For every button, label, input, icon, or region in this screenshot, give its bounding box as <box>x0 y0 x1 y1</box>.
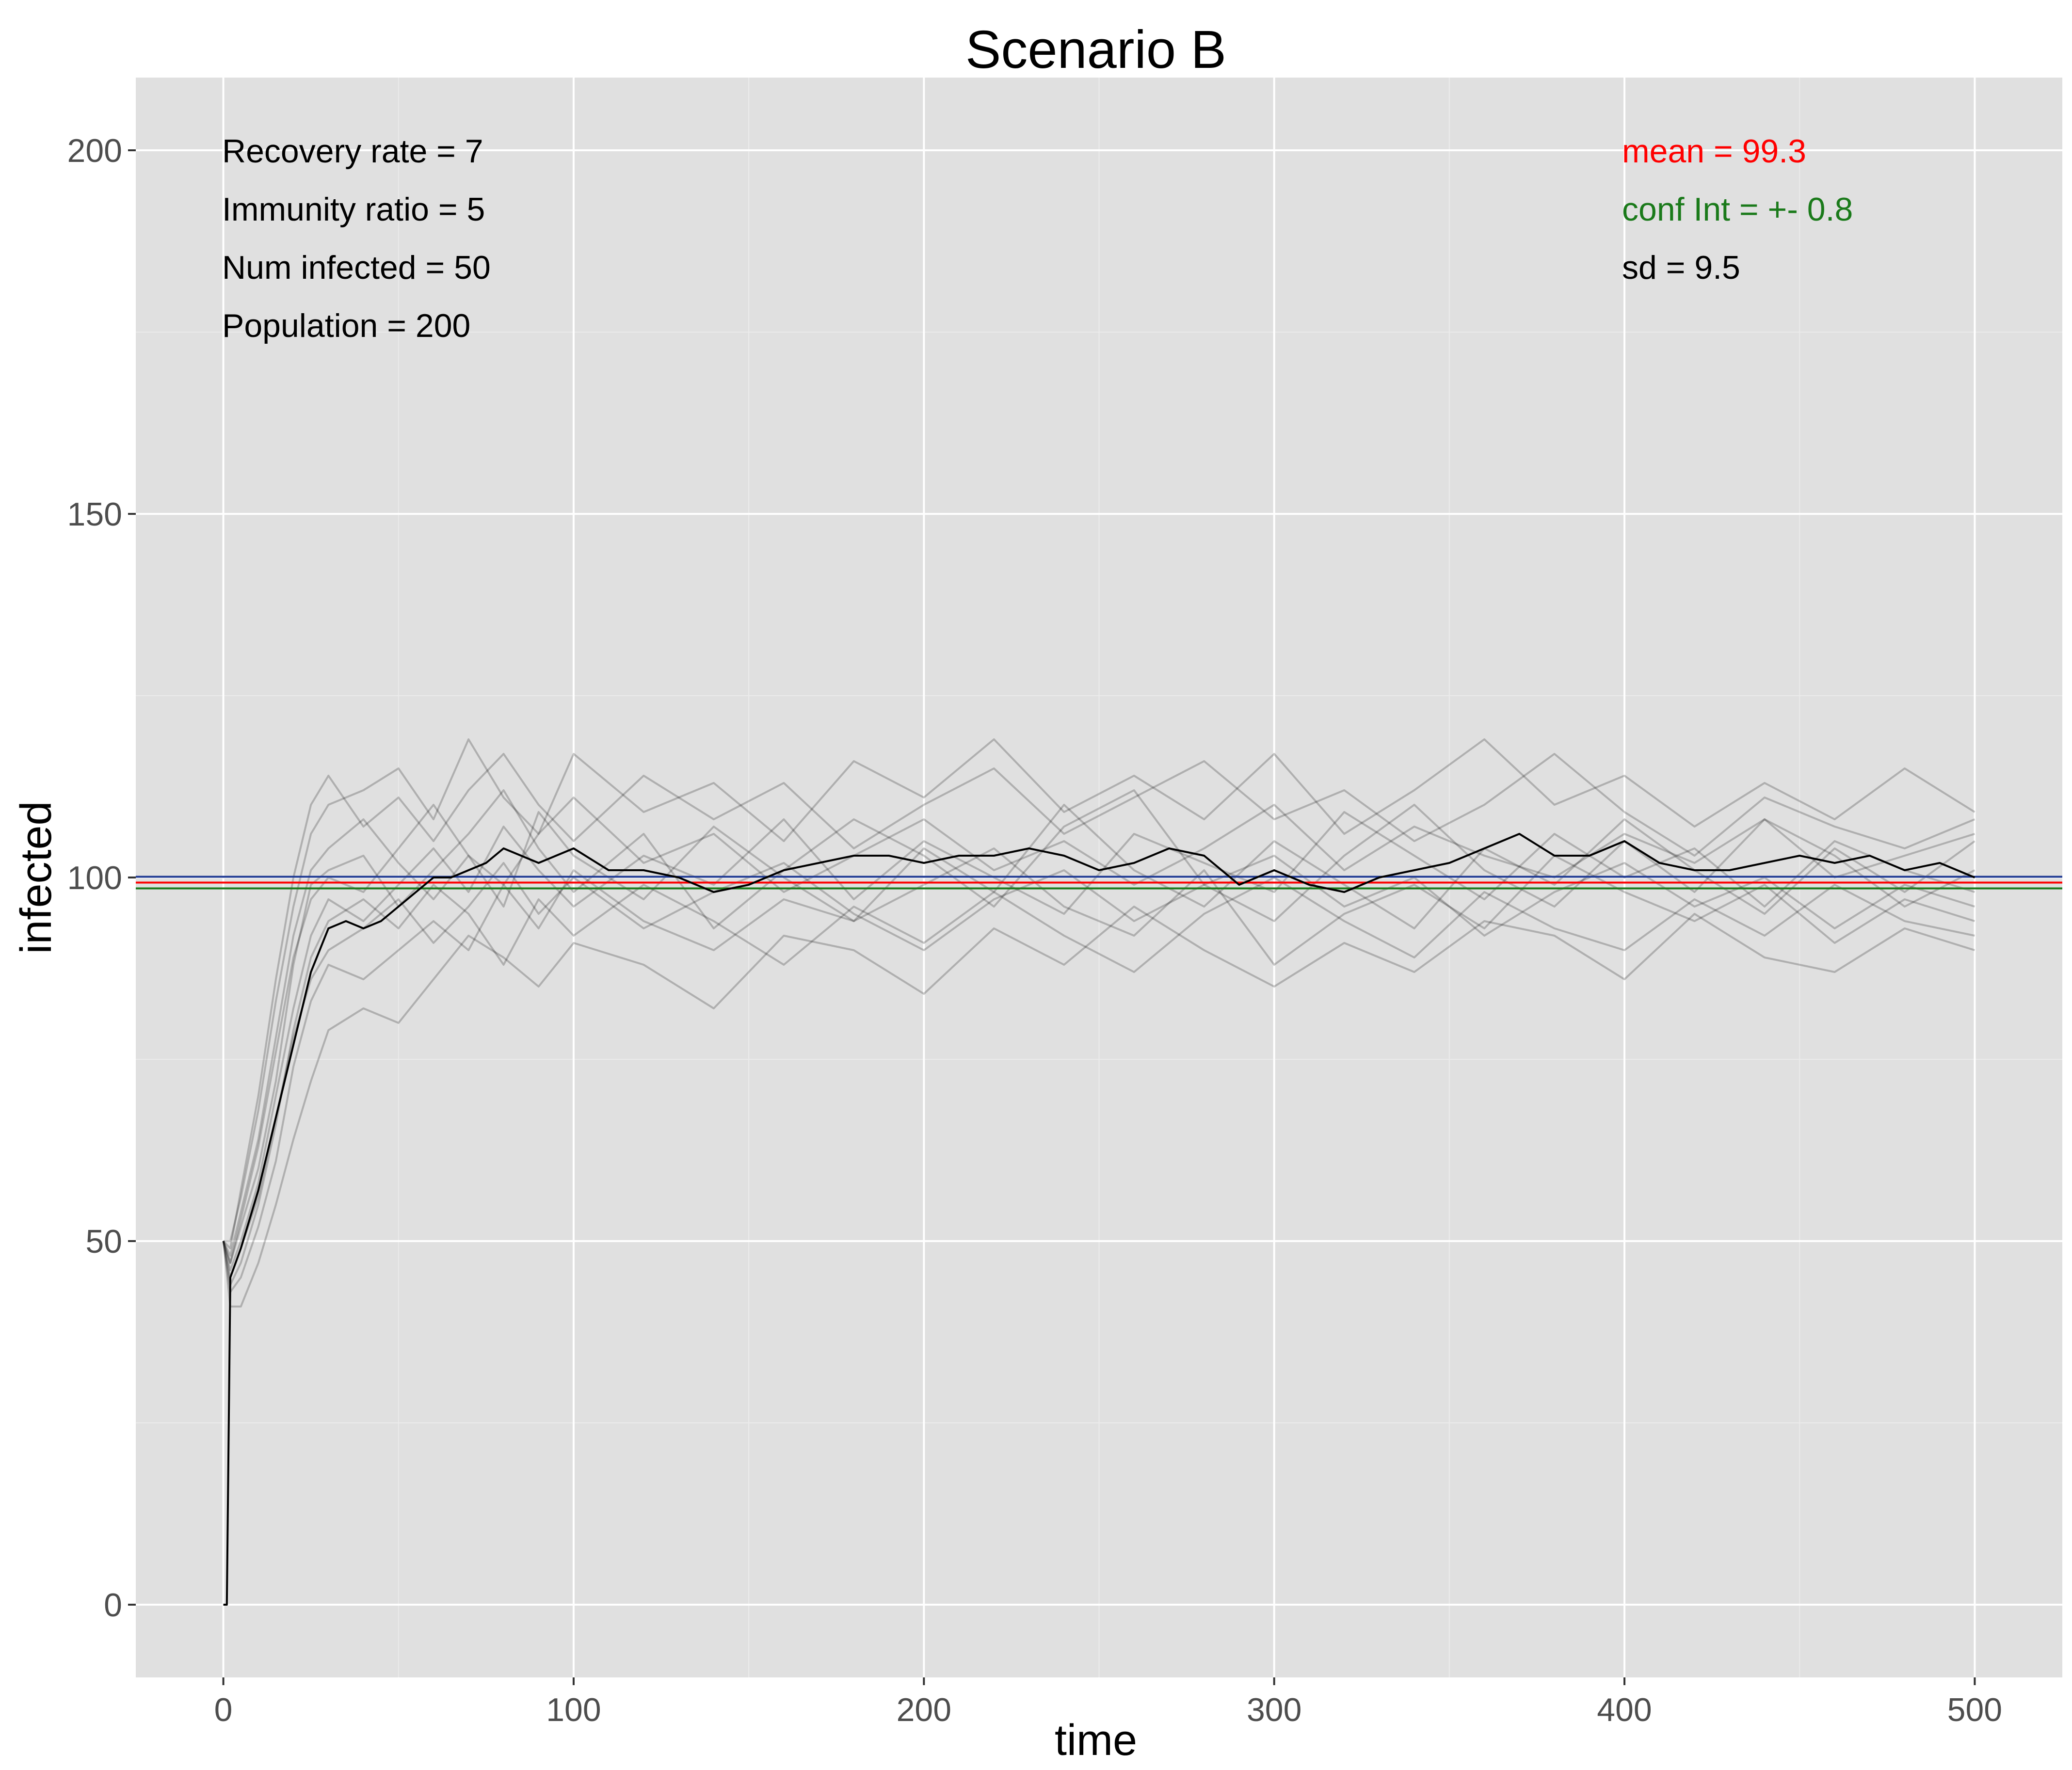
annotation-right-2: conf Int = +- 0.8 <box>1622 191 1853 228</box>
annotation-right-1: mean = 99.3 <box>1622 133 1806 170</box>
annotation-left-2: Immunity ratio = 5 <box>222 191 485 228</box>
chart-title: Scenario B <box>965 20 1226 80</box>
simulation-run-3 <box>223 738 1976 1242</box>
simulation-runs <box>222 738 1976 1308</box>
simulation-run-8 <box>223 753 1976 1249</box>
mean-series-layer <box>223 833 1976 1606</box>
annotation-left-1: Recovery rate = 7 <box>222 133 483 170</box>
x-tick-label: 400 <box>1597 1691 1652 1728</box>
x-axis-title: time <box>1055 1716 1137 1765</box>
annotations-right: mean = 99.3 conf Int = +- 0.8 sd = 9.5 <box>1622 133 1853 286</box>
annotation-right-3: sd = 9.5 <box>1622 249 1740 286</box>
simulation-run-10 <box>222 797 1975 1264</box>
simulation-run-7 <box>222 877 1975 1286</box>
annotation-left-4: Population = 200 <box>222 307 470 344</box>
x-tick-label: 200 <box>897 1691 951 1728</box>
x-tick-label: 0 <box>214 1691 233 1728</box>
simulation-run-5 <box>222 811 1975 1271</box>
x-tick-label: 300 <box>1247 1691 1301 1728</box>
mean-series-line <box>223 833 1976 1606</box>
annotations-left: Recovery rate = 7 Immunity ratio = 5 Num i… <box>222 133 491 344</box>
reference-lines <box>136 876 2062 890</box>
simulation-run-4 <box>222 906 1975 1308</box>
y-tick-label: 150 <box>67 496 122 533</box>
y-tick-label: 100 <box>67 860 122 896</box>
x-tick-label: 500 <box>1947 1691 2002 1728</box>
x-tick-label: 100 <box>546 1691 601 1728</box>
y-tick-label: 50 <box>85 1223 122 1260</box>
tick-labels: 0 100 200 300 400 500 0 50 100 150 200 <box>67 132 2003 1728</box>
simulation-run-2 <box>222 847 1975 1293</box>
y-tick-label: 200 <box>67 132 122 169</box>
annotation-left-3: Num infected = 50 <box>222 249 491 286</box>
y-axis-title: infected <box>12 801 61 954</box>
y-tick-label: 0 <box>104 1587 122 1624</box>
